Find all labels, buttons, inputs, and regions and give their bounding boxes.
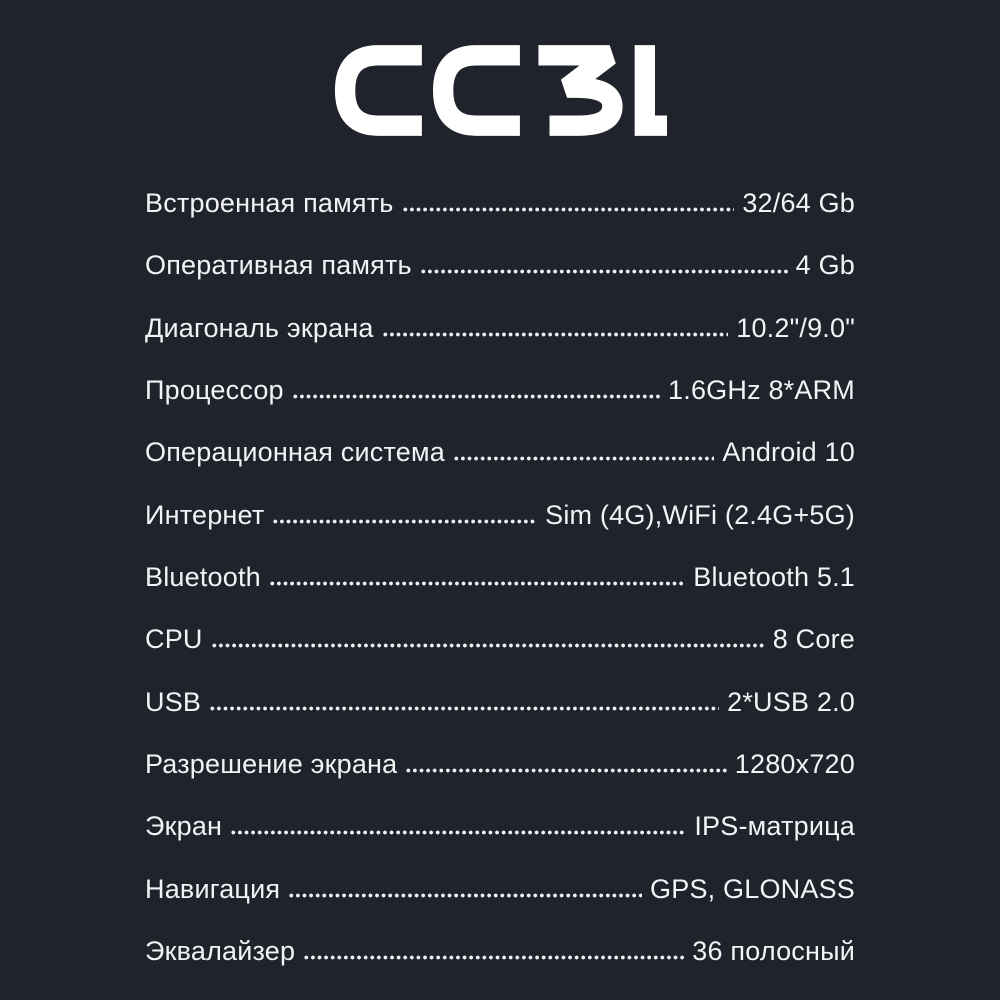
spec-label: Встроенная память xyxy=(145,188,394,218)
logo-letter-c xyxy=(432,45,520,136)
dotted-leader xyxy=(230,830,687,836)
spec-label: Интернет xyxy=(145,499,265,530)
dotted-leader xyxy=(210,643,765,649)
dotted-leader xyxy=(291,394,661,400)
spec-value: 4 Gb xyxy=(795,250,855,281)
dotted-leader xyxy=(401,207,735,212)
spec-row: Интернет Sim (4G),WiFi (2.4G+5G) xyxy=(145,484,855,546)
spec-row: Встроенная память 32/64 Gb xyxy=(145,172,855,234)
spec-value: 10.2"/9.0" xyxy=(736,312,855,343)
spec-list: Встроенная память 32/64 Gb Оперативная п… xyxy=(145,172,855,982)
spec-label: Bluetooth xyxy=(145,562,261,593)
spec-label: CPU xyxy=(145,624,203,655)
dotted-leader xyxy=(381,331,729,337)
spec-label: USB xyxy=(145,686,202,717)
spec-value: IPS-матрица xyxy=(694,811,855,842)
spec-value: 36 полосный xyxy=(692,936,855,967)
spec-row: USB 2*USB 2.0 xyxy=(145,671,855,733)
spec-label: Диагональ экрана xyxy=(145,312,374,343)
spec-value: GPS, GLONASS xyxy=(650,873,855,904)
dotted-leader xyxy=(288,892,643,898)
spec-label: Навигация xyxy=(145,873,281,904)
spec-row: Операционная система Android 10 xyxy=(145,421,855,483)
dotted-leader xyxy=(405,768,727,774)
spec-label: Эквалайзер xyxy=(145,936,296,967)
spec-row: Процессор 1.6GHz 8*ARM xyxy=(145,359,855,421)
spec-value: Android 10 xyxy=(722,437,855,468)
spec-sheet: Встроенная память 32/64 Gb Оперативная п… xyxy=(0,44,1000,1000)
cc3l-logo xyxy=(334,45,667,136)
dotted-leader xyxy=(303,955,685,961)
spec-label: Экран xyxy=(145,811,223,842)
spec-value: 8 Core xyxy=(772,624,855,655)
spec-value: Sim (4G),WiFi (2.4G+5G) xyxy=(545,499,855,530)
spec-row: Bluetooth Bluetooth 5.1 xyxy=(145,546,855,608)
spec-row: CPU 8 Core xyxy=(145,608,855,670)
spec-row: Экран IPS-матрица xyxy=(145,795,855,857)
spec-row: Диагональ экрана 10.2"/9.0" xyxy=(145,297,855,359)
spec-row: Разрешение экрана 1280x720 xyxy=(145,733,855,795)
spec-label: Процессор xyxy=(145,375,284,406)
spec-value: 32/64 Gb xyxy=(742,188,855,218)
dotted-leader xyxy=(209,705,720,711)
spec-label: Оперативная память xyxy=(145,250,412,281)
dotted-leader xyxy=(419,269,788,275)
dotted-leader xyxy=(272,518,538,524)
spec-label: Операционная система xyxy=(145,437,445,468)
logo-letter-c xyxy=(334,45,422,136)
spec-value: 1280x720 xyxy=(734,749,855,780)
spec-label: Разрешение экрана xyxy=(145,749,398,780)
spec-row: Оперативная память 4 Gb xyxy=(145,234,855,296)
spec-row: Навигация GPS, GLONASS xyxy=(145,858,855,920)
spec-value: 2*USB 2.0 xyxy=(727,686,855,717)
logo-digit-3 xyxy=(537,45,623,136)
spec-row: Эквалайзер 36 полосный xyxy=(145,920,855,982)
spec-value: Bluetooth 5.1 xyxy=(693,562,855,593)
spec-value: 1.6GHz 8*ARM xyxy=(668,375,855,406)
dotted-leader xyxy=(268,581,686,587)
logo-letter-l xyxy=(634,45,667,136)
dotted-leader xyxy=(452,456,715,462)
